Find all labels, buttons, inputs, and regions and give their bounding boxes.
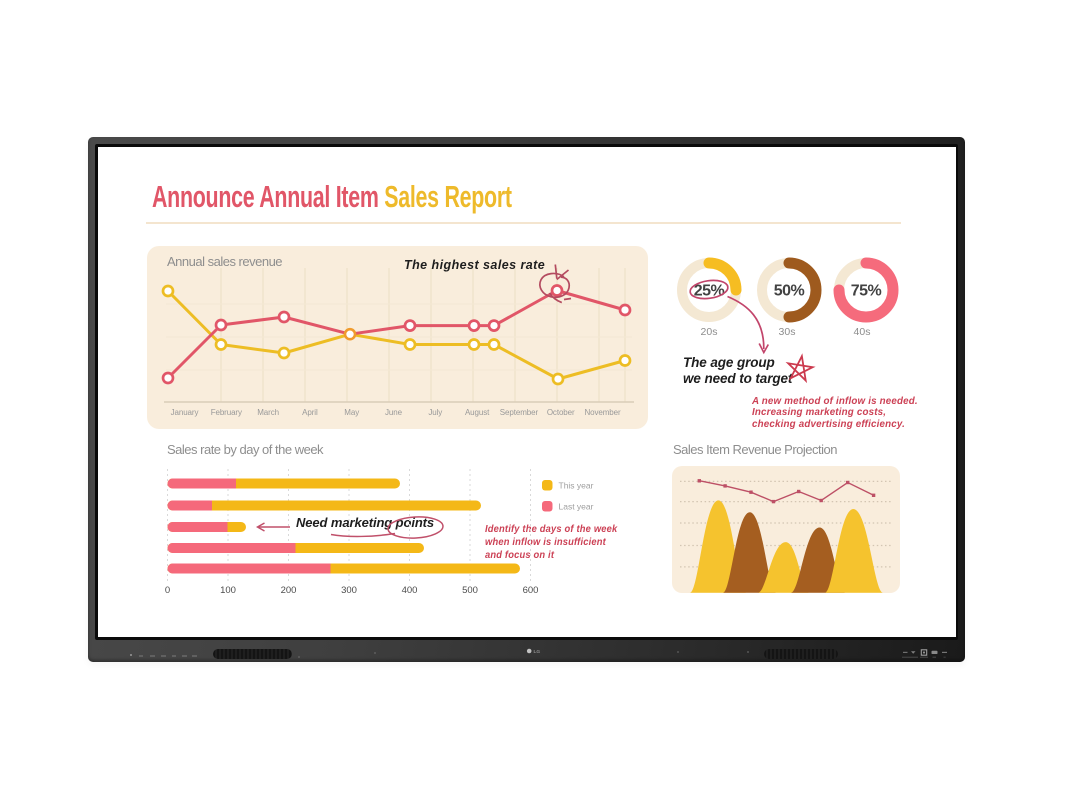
svg-text:January: January — [171, 408, 199, 417]
svg-text:July: July — [428, 408, 442, 417]
svg-text:200: 200 — [281, 585, 297, 596]
svg-text:40s: 40s — [854, 326, 871, 338]
svg-text:Last year: Last year — [559, 502, 594, 512]
svg-text:May: May — [344, 408, 359, 417]
svg-text:October: October — [547, 408, 575, 417]
svg-text:100: 100 — [220, 585, 236, 596]
svg-text:50%: 50% — [774, 283, 805, 300]
svg-text:August: August — [465, 408, 490, 417]
svg-text:LG: LG — [534, 649, 541, 655]
svg-text:November: November — [584, 408, 621, 417]
svg-text:This year: This year — [559, 481, 594, 491]
svg-text:April: April — [302, 408, 318, 417]
svg-text:500: 500 — [462, 585, 478, 596]
svg-text:300: 300 — [341, 585, 357, 596]
svg-text:400: 400 — [402, 585, 418, 596]
svg-text:September: September — [500, 408, 539, 417]
svg-text:March: March — [257, 408, 279, 417]
svg-text:30s: 30s — [779, 326, 796, 338]
svg-text:25%: 25% — [694, 283, 725, 300]
svg-text:February: February — [211, 408, 242, 417]
svg-text:600: 600 — [523, 585, 539, 596]
svg-text:20s: 20s — [701, 326, 718, 338]
svg-text:0: 0 — [165, 585, 170, 596]
svg-text:June: June — [385, 408, 403, 417]
svg-text:75%: 75% — [851, 283, 882, 300]
